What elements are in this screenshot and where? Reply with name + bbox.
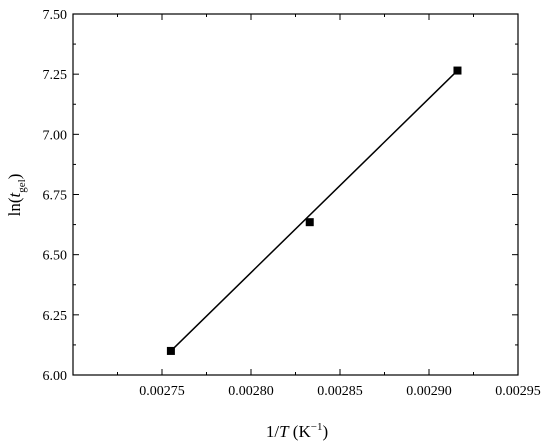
- data-point: [305, 218, 314, 227]
- x-tick-label: 0.00275: [139, 384, 185, 399]
- fit-line: [170, 70, 459, 352]
- y-tick-label: 7.25: [43, 68, 68, 83]
- data-point: [166, 346, 175, 355]
- x-axis-label: 1/T (K−1): [266, 421, 328, 441]
- x-axis-ticks: 0.00275 0.00280 0.00285 0.00290 0.00295: [117, 14, 541, 399]
- plot-area: [166, 66, 462, 355]
- data-point: [453, 66, 462, 75]
- y-tick-label: 7.50: [43, 8, 68, 23]
- x-tick-label: 0.00290: [406, 384, 452, 399]
- plot-frame: [72, 13, 519, 376]
- y-tick-label: 6.25: [43, 309, 68, 324]
- axes: [72, 13, 519, 376]
- y-axis-ticks: 6.00 6.25 6.50 6.75 7.00 7.25 7.50: [43, 8, 518, 384]
- y-tick-label: 6.75: [43, 189, 68, 204]
- x-tick-label: 0.00280: [228, 384, 274, 399]
- x-tick-label: 0.00295: [495, 384, 541, 399]
- x-tick-label: 0.00285: [317, 384, 363, 399]
- y-tick-label: 6.00: [43, 369, 68, 384]
- y-axis-label: ln(tgel): [5, 174, 28, 217]
- y-tick-label: 6.50: [43, 249, 68, 264]
- y-tick-label: 7.00: [43, 128, 68, 143]
